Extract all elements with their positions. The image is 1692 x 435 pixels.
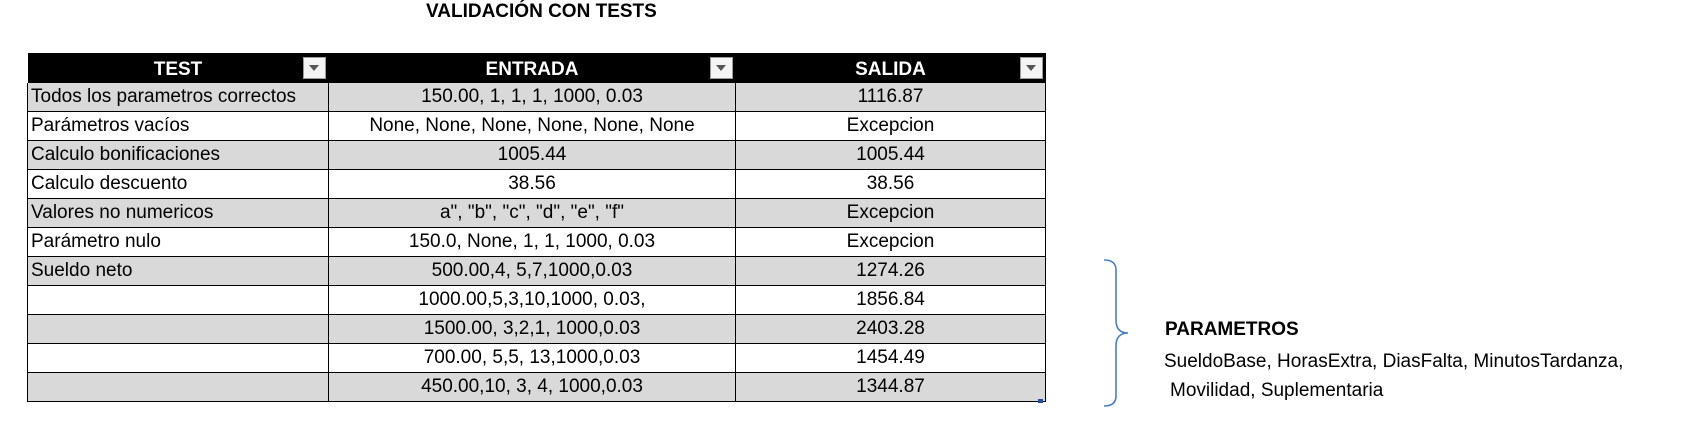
chevron-down-icon [716, 65, 726, 71]
cell-salida[interactable]: 1274.26 [735, 256, 1046, 286]
table-row: 1000.00,5,3,10,1000, 0.03, 1856.84 [27, 285, 1046, 315]
table-row: Valores no numericos a", "b", "c", "d", … [27, 198, 1046, 228]
curly-brace-icon [1103, 259, 1129, 407]
cell-test[interactable]: Calculo bonificaciones [27, 140, 329, 170]
page-title: VALIDACIÓN CON TESTS [426, 1, 657, 22]
parametros-list: SueldoBase, HorasExtra, DiasFalta, Minut… [1164, 347, 1623, 405]
header-salida-label: SALIDA [855, 59, 926, 80]
filter-dropdown-test[interactable] [302, 57, 326, 79]
cell-entrada[interactable]: 700.00, 5,5, 13,1000,0.03 [328, 343, 736, 373]
cell-entrada[interactable]: 1500.00, 3,2,1, 1000,0.03 [328, 314, 736, 344]
cell-test[interactable]: Valores no numericos [27, 198, 329, 228]
cell-salida[interactable]: 1344.87 [735, 372, 1046, 402]
table-row: 450.00,10, 3, 4, 1000,0.03 1344.87 [27, 372, 1046, 402]
cell-salida[interactable]: 1856.84 [735, 285, 1046, 315]
cell-entrada[interactable]: 1005.44 [328, 140, 736, 170]
cell-salida[interactable]: 1454.49 [735, 343, 1046, 373]
cell-salida[interactable]: Excepcion [735, 111, 1046, 141]
table-row: Parámetro nulo 150.0, None, 1, 1, 1000, … [27, 227, 1046, 257]
cell-test[interactable]: Sueldo neto [27, 256, 329, 286]
cell-test[interactable] [27, 343, 329, 373]
chevron-down-icon [309, 65, 319, 71]
cell-test[interactable]: Calculo descuento [27, 169, 329, 199]
cell-entrada[interactable]: 1000.00,5,3,10,1000, 0.03, [328, 285, 736, 315]
header-test-label: TEST [153, 59, 203, 80]
table-row: Todos los parametros correctos 150.00, 1… [27, 83, 1046, 112]
parametros-title: PARAMETROS [1165, 319, 1299, 340]
table-row: 1500.00, 3,2,1, 1000,0.03 2403.28 [27, 314, 1046, 344]
cell-salida[interactable]: 38.56 [735, 169, 1046, 199]
cell-entrada[interactable]: 38.56 [328, 169, 736, 199]
header-entrada: ENTRADA [328, 53, 736, 83]
cell-salida[interactable]: 1005.44 [735, 140, 1046, 170]
table-row: Calculo descuento 38.56 38.56 [27, 169, 1046, 199]
cell-salida[interactable]: Excepcion [735, 198, 1046, 228]
header-row: TEST ENTRADA SALIDA [27, 53, 1046, 83]
parametros-line-1: SueldoBase, HorasExtra, DiasFalta, Minut… [1164, 351, 1624, 372]
table-resize-handle[interactable] [1038, 399, 1043, 403]
filter-dropdown-entrada[interactable] [709, 57, 733, 79]
cell-salida[interactable]: Excepcion [735, 227, 1046, 257]
cell-test[interactable] [27, 372, 329, 402]
cell-test[interactable]: Todos los parametros correctos [27, 83, 329, 112]
cell-test[interactable]: Parámetros vacíos [27, 111, 329, 141]
cell-salida[interactable]: 2403.28 [735, 314, 1046, 344]
cell-entrada[interactable]: a", "b", "c", "d", "e", "f" [328, 198, 736, 228]
cell-test[interactable]: Parámetro nulo [27, 227, 329, 257]
table-row: 700.00, 5,5, 13,1000,0.03 1454.49 [27, 343, 1046, 373]
table-row: Sueldo neto 500.00,4, 5,7,1000,0.03 1274… [27, 256, 1046, 286]
cell-test[interactable] [27, 285, 329, 315]
parametros-line-2: Movilidad, Suplementaria [1170, 380, 1384, 401]
filter-dropdown-salida[interactable] [1019, 57, 1043, 79]
header-salida: SALIDA [735, 53, 1046, 83]
cell-entrada[interactable]: None, None, None, None, None, None [328, 111, 736, 141]
cell-test[interactable] [27, 314, 329, 344]
cell-salida[interactable]: 1116.87 [735, 83, 1046, 112]
cell-entrada[interactable]: 450.00,10, 3, 4, 1000,0.03 [328, 372, 736, 402]
chevron-down-icon [1026, 65, 1036, 71]
header-test: TEST [27, 53, 329, 83]
cell-entrada[interactable]: 150.0, None, 1, 1, 1000, 0.03 [328, 227, 736, 257]
header-entrada-label: ENTRADA [485, 59, 579, 80]
tests-table: TEST ENTRADA SALIDA Todos los parametros… [27, 53, 1046, 402]
cell-entrada[interactable]: 500.00,4, 5,7,1000,0.03 [328, 256, 736, 286]
cell-entrada[interactable]: 150.00, 1, 1, 1, 1000, 0.03 [328, 83, 736, 112]
table-row: Parámetros vacíos None, None, None, None… [27, 111, 1046, 141]
table-row: Calculo bonificaciones 1005.44 1005.44 [27, 140, 1046, 170]
